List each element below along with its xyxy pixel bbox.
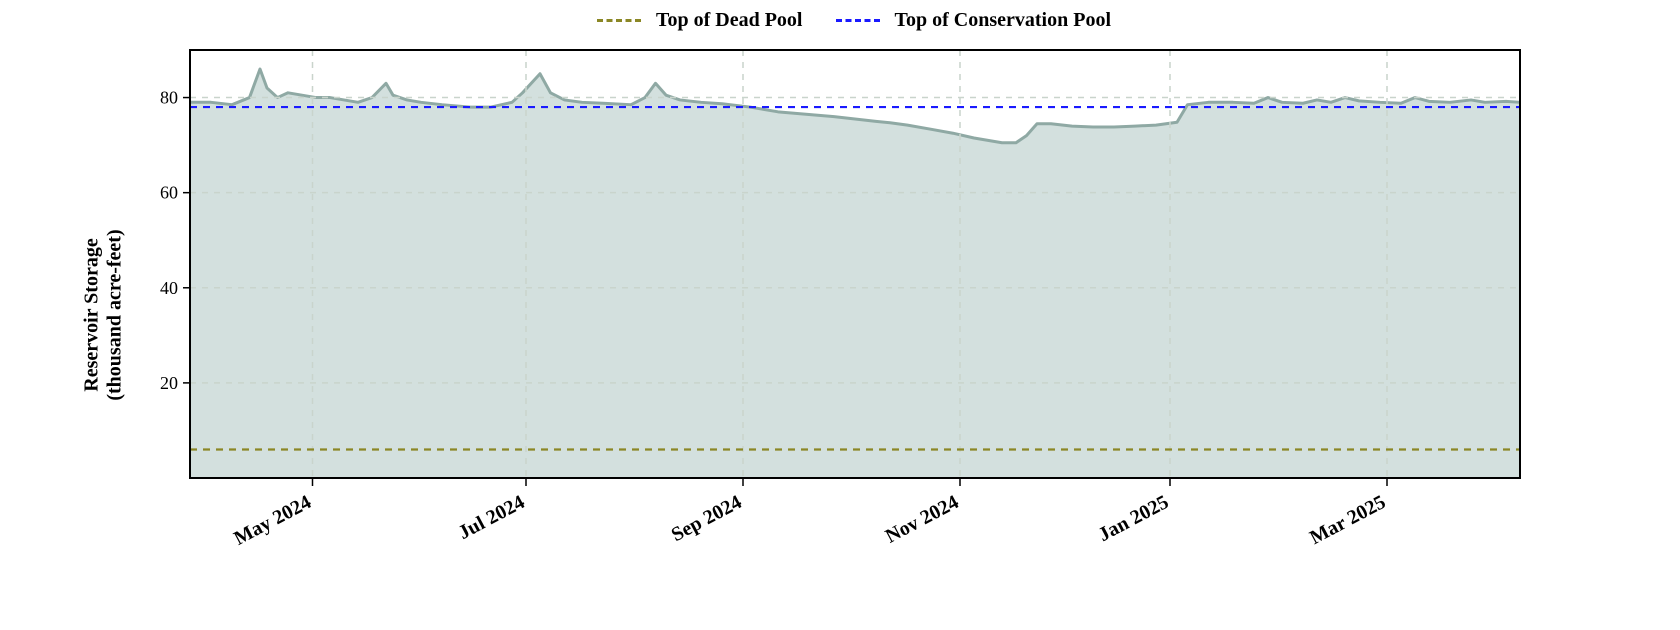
plot-area: 20 40 60 80 May 2024 Jul 2024 Sep 2024 Nov 2024…	[160, 50, 1520, 550]
legend-swatch-dead-pool	[597, 19, 641, 22]
y-tick-label: 60	[160, 183, 178, 203]
x-tick-label: Sep 2024	[668, 491, 746, 546]
x-tick-label: May 2024	[230, 491, 314, 550]
legend-label-conservation-pool: Top of Conservation Pool	[895, 9, 1112, 31]
y-tick-label: 40	[160, 278, 178, 298]
y-tick-label: 80	[160, 88, 178, 108]
x-tick-label: Nov 2024	[882, 491, 962, 548]
reservoir-storage-chart: Top of Dead Pool Top of Conservation Poo…	[0, 0, 1680, 630]
legend-swatch-conservation-pool	[836, 19, 880, 22]
storage-area	[190, 69, 1520, 478]
y-axis-label-line1: Reservoir Storage	[81, 238, 103, 391]
x-tick-label: Jul 2024	[455, 491, 529, 544]
chart-svg: 20 40 60 80 May 2024 Jul 2024 Sep 2024 Nov 2024…	[0, 0, 1680, 630]
legend: Top of Dead Pool Top of Conservation Poo…	[0, 8, 1680, 32]
legend-label-dead-pool: Top of Dead Pool	[656, 9, 803, 31]
x-tick-label: Mar 2025	[1306, 491, 1389, 549]
y-axis-label-line2: (thousand acre-feet)	[104, 229, 126, 400]
x-tick-label: Jan 2025	[1095, 491, 1173, 546]
y-tick-label: 20	[160, 373, 178, 393]
y-axis-label: Reservoir Storage (thousand acre-feet)	[81, 229, 127, 400]
